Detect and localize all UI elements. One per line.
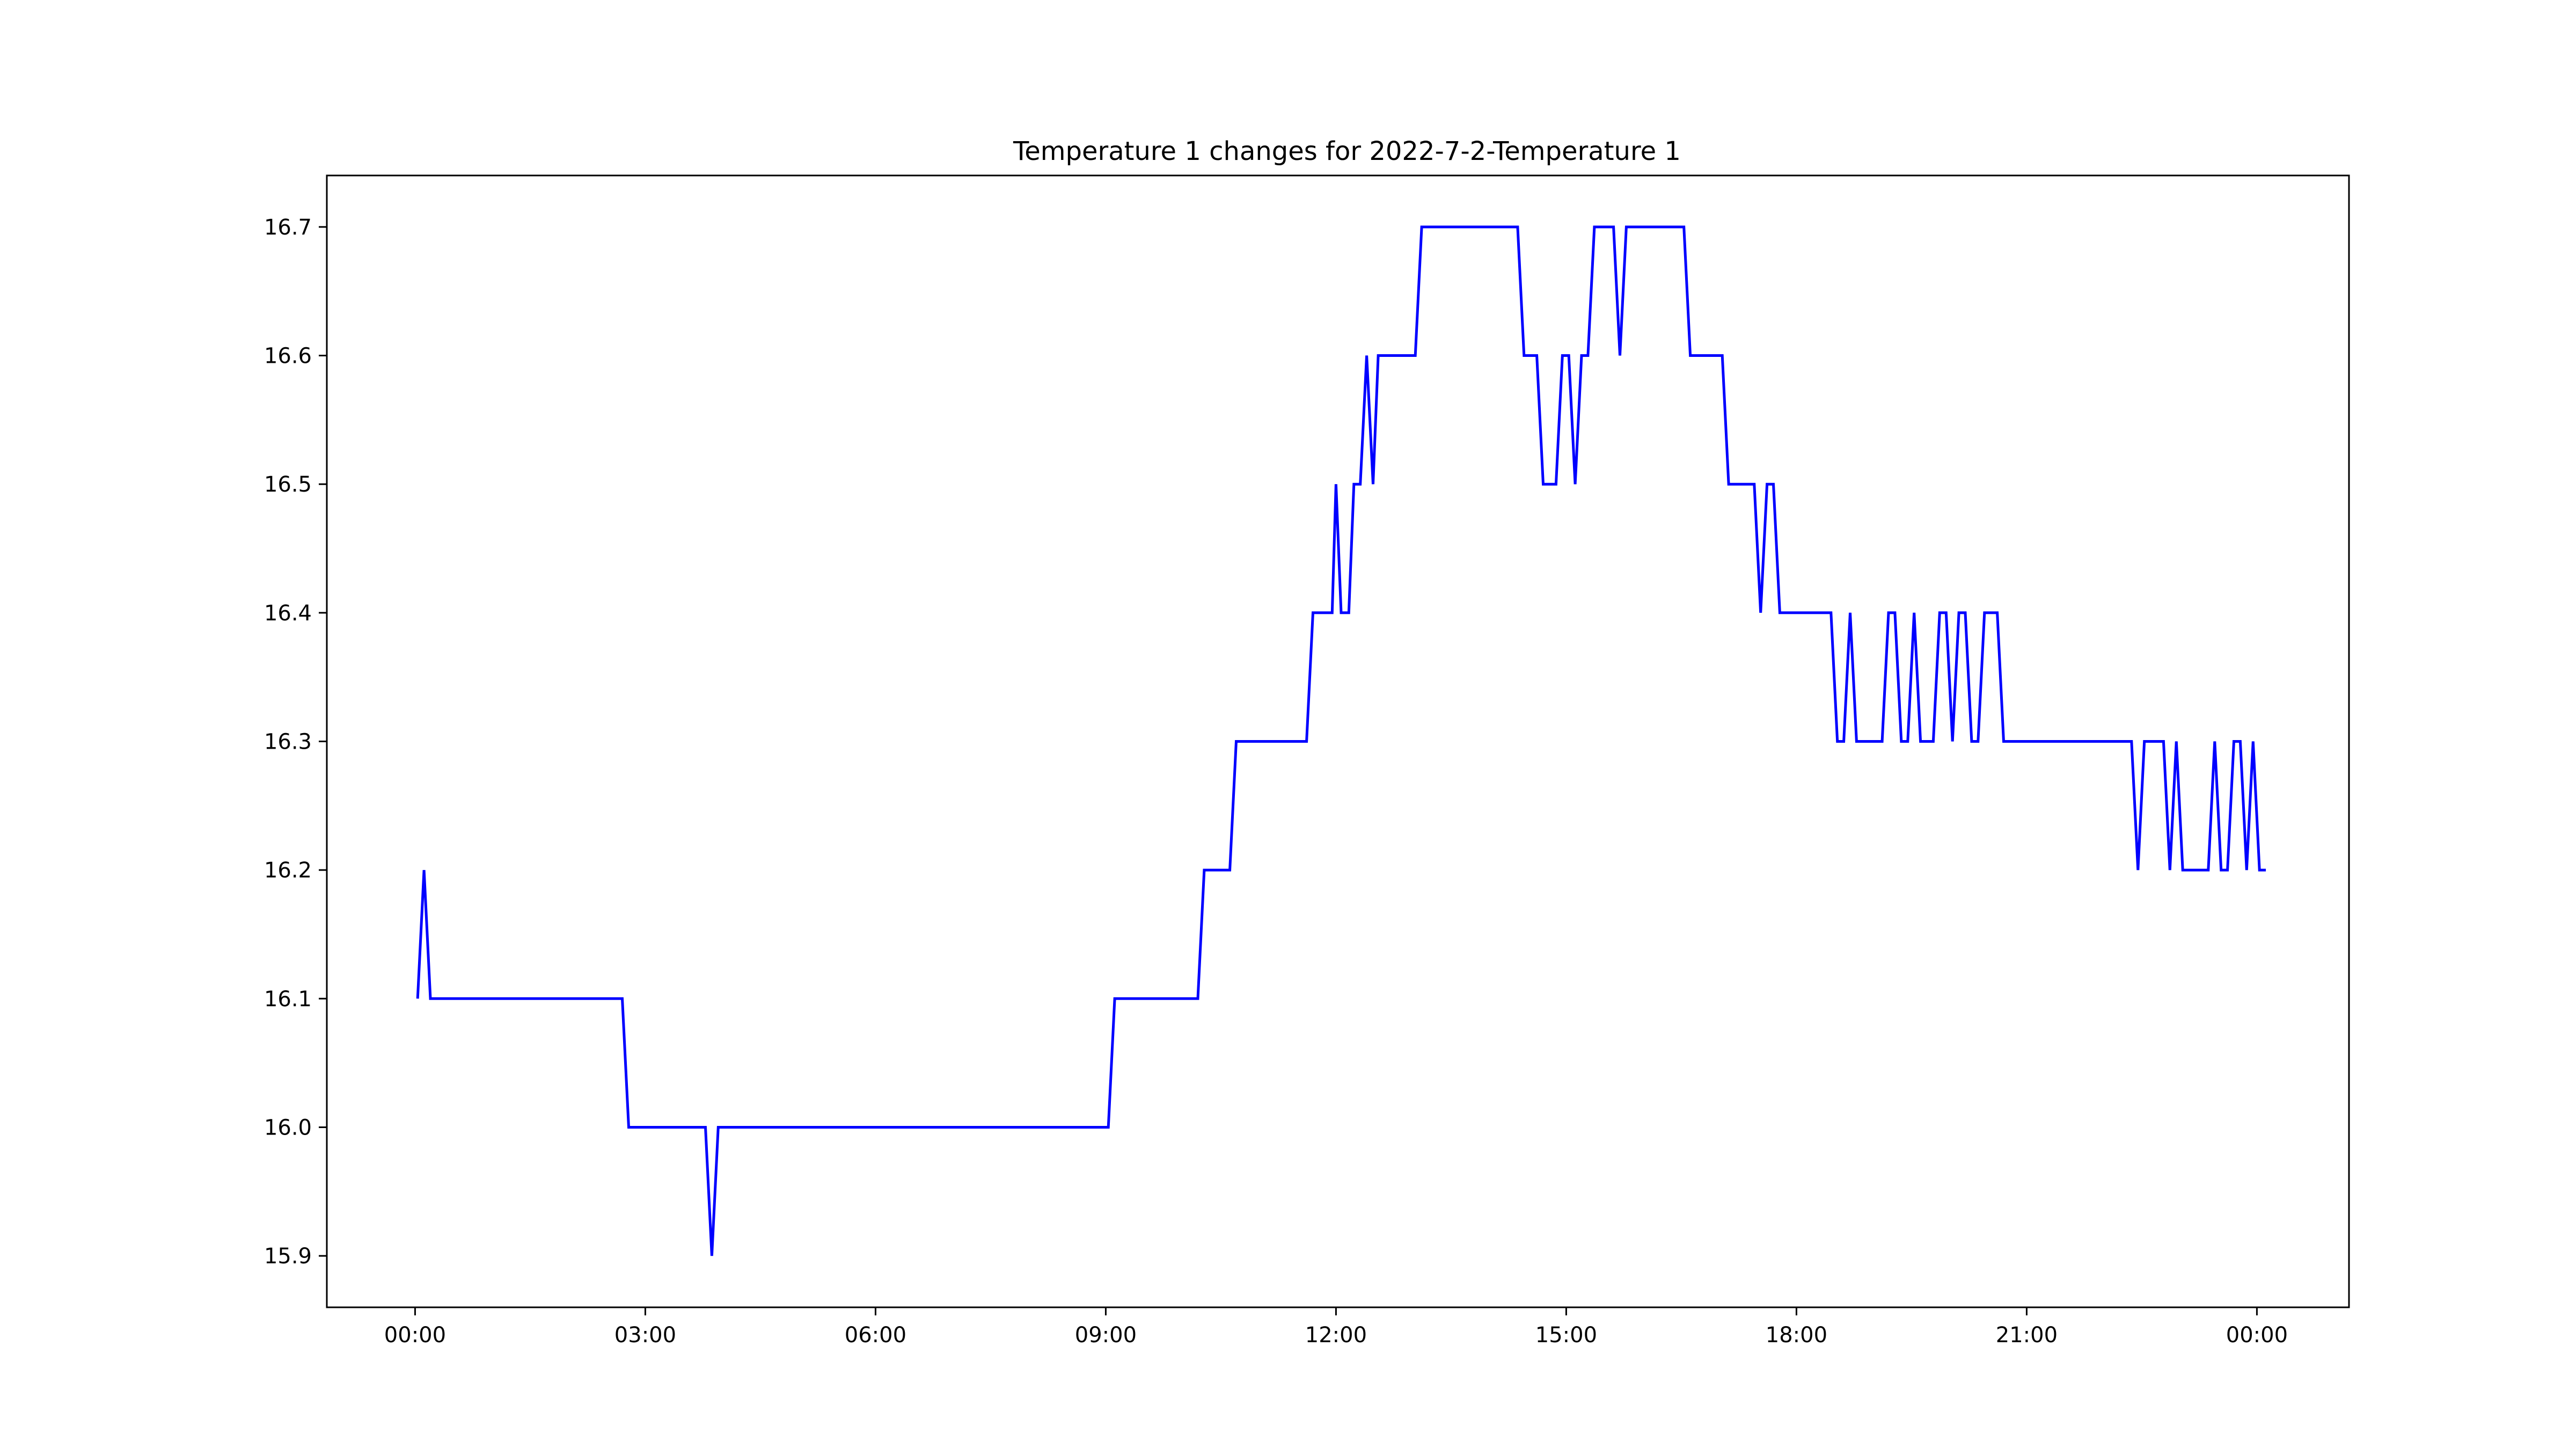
y-tick-label: 16.0 xyxy=(264,1115,312,1140)
y-tick-label: 16.4 xyxy=(264,601,312,626)
x-tick-label: 06:00 xyxy=(845,1323,906,1348)
x-tick-label: 12:00 xyxy=(1305,1323,1367,1348)
y-tick-label: 16.5 xyxy=(264,472,312,497)
y-tick-label: 16.7 xyxy=(264,215,312,240)
y-tick-label: 16.6 xyxy=(264,344,312,369)
x-tick-label: 21:00 xyxy=(1996,1323,2058,1348)
x-tick-label: 15:00 xyxy=(1535,1323,1597,1348)
plot-area: 00:00 03:00 06:00 09:00 12:00 15:00 18:00 21:00… xyxy=(264,174,2350,1348)
y-tick-label: 15.9 xyxy=(264,1244,312,1269)
x-tick-label: 09:00 xyxy=(1075,1323,1137,1348)
x-tick-label: 00:00 xyxy=(2226,1323,2288,1348)
y-axis: 15.9 16.0 16.1 16.2 16.3 16.4 16.5 16.6 16.7 xyxy=(264,215,327,1269)
y-tick-label: 16.3 xyxy=(264,730,312,755)
chart-title: Temperature 1 changes for 2022-7-2-Tempe… xyxy=(1013,136,1681,166)
x-tick-label: 03:00 xyxy=(614,1323,676,1348)
axes-frame xyxy=(326,174,2350,1308)
x-tick-label: 00:00 xyxy=(384,1323,446,1348)
y-tick-label: 16.2 xyxy=(264,858,312,883)
x-tick-label: 18:00 xyxy=(1766,1323,1827,1348)
y-tick-label: 16.1 xyxy=(264,987,312,1012)
x-axis: 00:00 03:00 06:00 09:00 12:00 15:00 18:00 21:00… xyxy=(384,1307,2288,1348)
series-layer xyxy=(416,225,2266,1256)
series-line-1 xyxy=(416,225,2266,1256)
